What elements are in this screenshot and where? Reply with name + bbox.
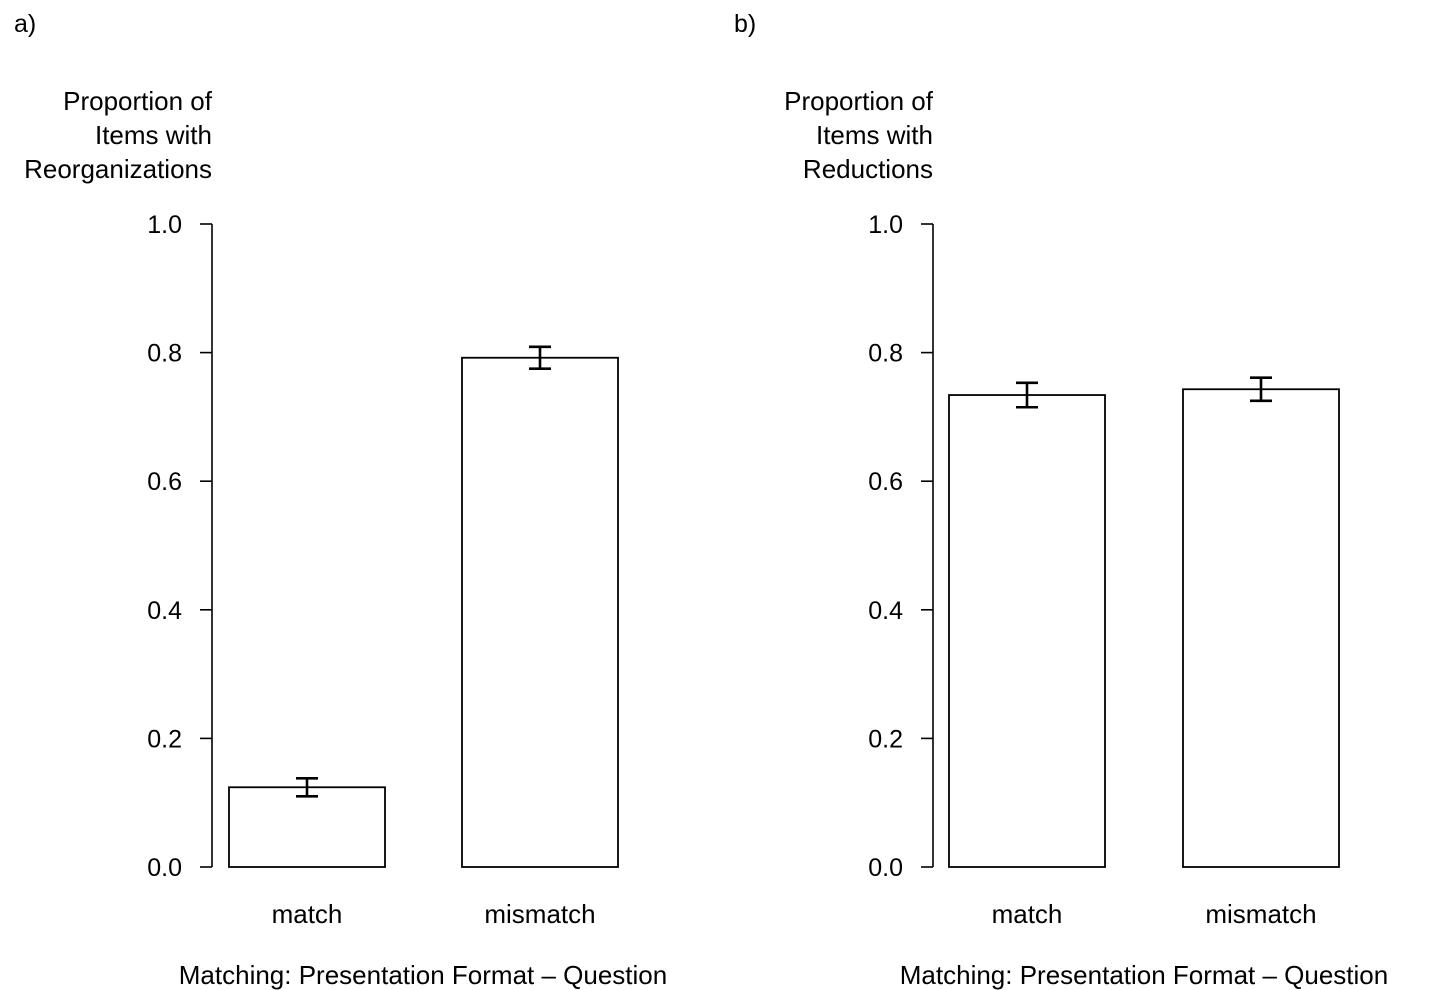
y-axis: 0.0 0.2 0.4 0.6 0.8 1.0	[868, 211, 934, 882]
y-tick-label: 0.2	[868, 725, 903, 753]
bar-match	[228, 786, 386, 868]
panel-label-b: b)	[734, 10, 756, 38]
y-axis-label-line-1: Proportion of	[63, 86, 213, 116]
error-bar-match	[1016, 381, 1038, 409]
y-axis-label-line-2: Items with	[95, 120, 212, 150]
bars: match mismatch	[948, 376, 1340, 929]
y-tick-label: 0.8	[147, 340, 182, 368]
bar-match	[948, 394, 1106, 868]
bars: match mismatch	[228, 345, 619, 929]
y-tick-label: 0.0	[147, 854, 182, 882]
y-tick-label: 0.6	[147, 468, 182, 496]
y-axis: 0.0 0.2 0.4 0.6 0.8 1.0	[147, 211, 213, 882]
y-tick-label: 1.0	[147, 211, 182, 239]
y-axis-label-line-3: Reorganizations	[24, 154, 212, 184]
y-tick-label: 1.0	[868, 211, 903, 239]
y-tick-label: 0.0	[868, 854, 903, 882]
y-tick-label: 0.8	[868, 340, 903, 368]
x-axis-title: Matching: Presentation Format – Question	[179, 960, 667, 990]
panel-a: a) Proportion of Items with Reorganizati…	[14, 10, 667, 990]
error-bar-mismatch	[1250, 376, 1272, 403]
error-bar-match	[296, 776, 318, 798]
error-bar-mismatch	[529, 345, 551, 370]
y-axis-label-line-2: Items with	[816, 120, 933, 150]
panel-b: b) Proportion of Items with Reductions M…	[734, 10, 1388, 990]
category-label-match: match	[272, 899, 343, 929]
category-label-mismatch: mismatch	[1205, 899, 1316, 929]
y-tick-label: 0.6	[868, 468, 903, 496]
category-label-match: match	[992, 899, 1063, 929]
y-axis-label-line-1: Proportion of	[784, 86, 934, 116]
bar-mismatch	[1182, 388, 1340, 868]
x-axis-title: Matching: Presentation Format – Question	[900, 960, 1388, 990]
bar-mismatch	[461, 356, 619, 868]
y-tick-label: 0.4	[147, 597, 182, 625]
y-axis-label-line-3: Reductions	[803, 154, 933, 184]
category-label-mismatch: mismatch	[484, 899, 595, 929]
y-tick-label: 0.2	[147, 725, 182, 753]
panel-label-a: a)	[14, 10, 36, 38]
y-tick-label: 0.4	[868, 597, 903, 625]
